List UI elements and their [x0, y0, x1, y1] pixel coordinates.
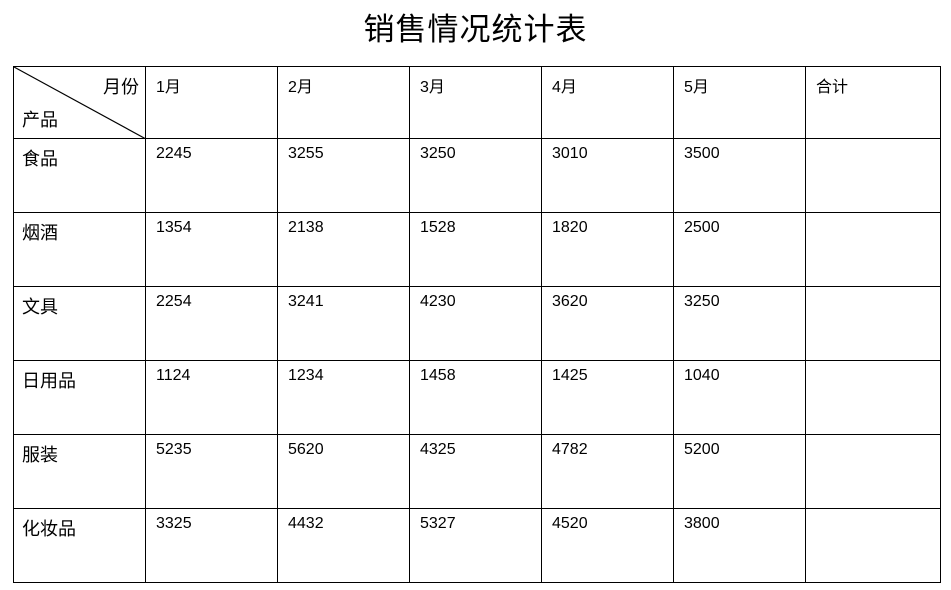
value-cell: 1458 — [409, 360, 542, 435]
column-header: 3月 — [409, 66, 542, 139]
value-cell: 4325 — [409, 434, 542, 509]
value-cell: 3800 — [673, 508, 806, 583]
product-cell: 化妆品 — [13, 508, 146, 583]
column-header: 2月 — [277, 66, 410, 139]
table-row: 日用品 1124 1234 1458 1425 1040 — [13, 360, 941, 435]
value-cell: 3500 — [673, 138, 806, 213]
column-header: 合计 — [805, 66, 941, 139]
value-cell: 4230 — [409, 286, 542, 361]
column-header: 5月 — [673, 66, 806, 139]
value-cell: 2245 — [145, 138, 278, 213]
value-cell: 1354 — [145, 212, 278, 287]
column-header: 4月 — [541, 66, 674, 139]
value-cell: 3241 — [277, 286, 410, 361]
product-cell: 文具 — [13, 286, 146, 361]
value-cell: 1124 — [145, 360, 278, 435]
product-label: 产品 — [22, 110, 58, 130]
diagonal-line — [14, 67, 146, 139]
value-cell: 5235 — [145, 434, 278, 509]
total-cell — [805, 212, 941, 287]
value-cell: 3250 — [673, 286, 806, 361]
value-cell: 1528 — [409, 212, 542, 287]
value-cell: 3250 — [409, 138, 542, 213]
header-row: 月份 产品 1月 2月 3月 4月 5月 合计 — [13, 66, 941, 139]
table-row: 文具 2254 3241 4230 3620 3250 — [13, 286, 941, 361]
product-cell: 烟酒 — [13, 212, 146, 287]
value-cell: 5200 — [673, 434, 806, 509]
value-cell: 2254 — [145, 286, 278, 361]
total-cell — [805, 360, 941, 435]
product-cell: 食品 — [13, 138, 146, 213]
column-header: 1月 — [145, 66, 278, 139]
table-row: 食品 2245 3255 3250 3010 3500 — [13, 138, 941, 213]
value-cell: 4520 — [541, 508, 674, 583]
value-cell: 4782 — [541, 434, 674, 509]
value-cell: 3325 — [145, 508, 278, 583]
value-cell: 3010 — [541, 138, 674, 213]
value-cell: 1234 — [277, 360, 410, 435]
total-cell — [805, 138, 941, 213]
value-cell: 5327 — [409, 508, 542, 583]
value-cell: 5620 — [277, 434, 410, 509]
page-title: 销售情况统计表 — [363, 12, 588, 47]
value-cell: 1040 — [673, 360, 806, 435]
month-label: 月份 — [103, 77, 139, 97]
value-cell: 3255 — [277, 138, 410, 213]
corner-cell: 月份 产品 — [13, 66, 146, 139]
value-cell: 4432 — [277, 508, 410, 583]
value-cell: 3620 — [541, 286, 674, 361]
table-row: 服装 5235 5620 4325 4782 5200 — [13, 434, 941, 509]
product-cell: 服装 — [13, 434, 146, 509]
value-cell: 1820 — [541, 212, 674, 287]
total-cell — [805, 286, 941, 361]
value-cell: 2138 — [277, 212, 410, 287]
value-cell: 1425 — [541, 360, 674, 435]
total-cell — [805, 434, 941, 509]
total-cell — [805, 508, 941, 583]
table-row: 烟酒 1354 2138 1528 1820 2500 — [13, 212, 941, 287]
table-row: 化妆品 3325 4432 5327 4520 3800 — [13, 508, 941, 583]
product-cell: 日用品 — [13, 360, 146, 435]
sales-table: 月份 产品 1月 2月 3月 4月 5月 合计 食品 2245 3255 3250 30… — [13, 66, 941, 583]
value-cell: 2500 — [673, 212, 806, 287]
